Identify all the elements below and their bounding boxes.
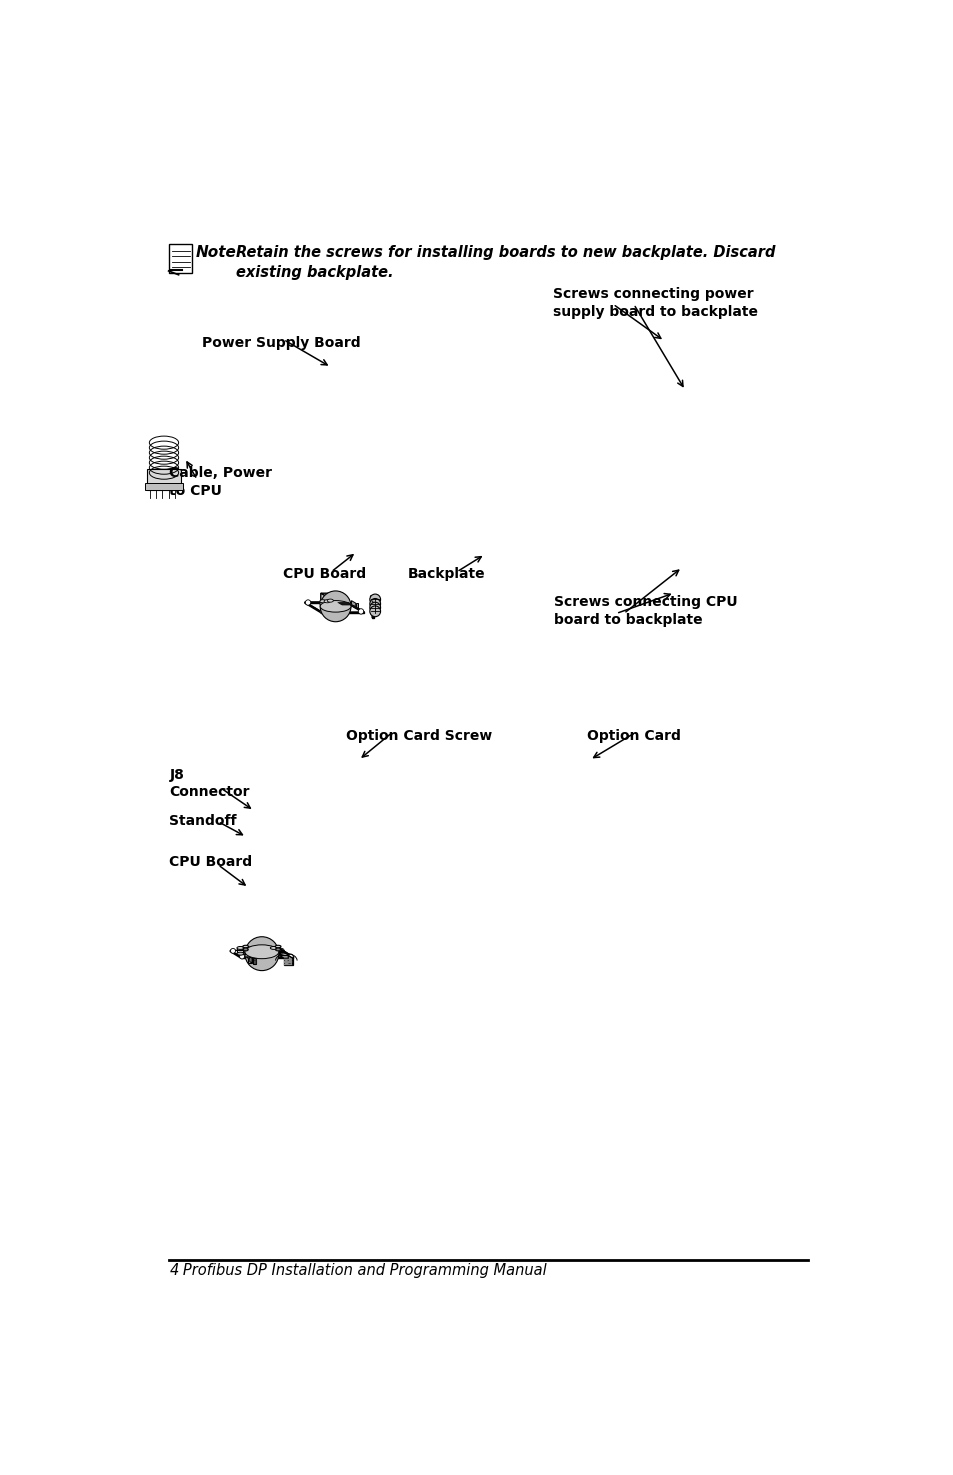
Text: Screws connecting power
supply board to backplate: Screws connecting power supply board to … [552, 288, 757, 319]
Polygon shape [337, 602, 342, 605]
Text: 4: 4 [170, 1263, 178, 1279]
Ellipse shape [327, 602, 333, 605]
Polygon shape [340, 602, 346, 605]
Circle shape [231, 948, 235, 953]
Polygon shape [336, 593, 344, 609]
Text: Profibus DP Installation and Programming Manual: Profibus DP Installation and Programming… [170, 1263, 547, 1279]
Ellipse shape [319, 600, 326, 603]
Polygon shape [351, 600, 355, 608]
Ellipse shape [324, 600, 330, 603]
Ellipse shape [274, 945, 281, 948]
Polygon shape [284, 959, 293, 965]
Polygon shape [345, 602, 350, 605]
Polygon shape [305, 602, 364, 612]
Ellipse shape [275, 948, 280, 951]
Polygon shape [247, 951, 253, 954]
Ellipse shape [243, 948, 248, 950]
Polygon shape [346, 602, 351, 605]
Circle shape [320, 591, 351, 622]
Ellipse shape [236, 953, 244, 956]
Ellipse shape [324, 602, 330, 605]
Ellipse shape [270, 947, 277, 950]
Polygon shape [372, 597, 374, 618]
Polygon shape [328, 597, 344, 609]
Ellipse shape [236, 947, 244, 950]
Polygon shape [338, 602, 343, 605]
Circle shape [370, 599, 380, 609]
Ellipse shape [320, 600, 351, 612]
Text: J8
Connector: J8 Connector [170, 767, 250, 799]
Text: Option Card: Option Card [587, 729, 680, 743]
Circle shape [358, 609, 363, 614]
Polygon shape [230, 950, 241, 959]
Ellipse shape [275, 948, 280, 950]
Ellipse shape [270, 953, 277, 956]
Polygon shape [320, 593, 344, 597]
Polygon shape [347, 602, 352, 605]
Polygon shape [230, 950, 294, 957]
Ellipse shape [243, 953, 248, 954]
Polygon shape [288, 956, 293, 965]
Polygon shape [343, 602, 348, 605]
Text: Option Card Screw: Option Card Screw [346, 729, 492, 743]
Polygon shape [253, 959, 256, 965]
Bar [170, 243, 193, 273]
Text: Power Supply Board: Power Supply Board [202, 336, 361, 351]
Circle shape [305, 600, 311, 605]
Polygon shape [244, 950, 253, 951]
Polygon shape [347, 602, 364, 614]
Ellipse shape [275, 953, 280, 954]
Text: Backplate: Backplate [408, 568, 485, 581]
Ellipse shape [319, 602, 326, 605]
Ellipse shape [243, 948, 248, 951]
Circle shape [245, 937, 278, 971]
Polygon shape [372, 597, 374, 603]
Polygon shape [339, 602, 344, 605]
Circle shape [343, 600, 349, 605]
Polygon shape [277, 947, 284, 951]
Polygon shape [250, 957, 252, 963]
Polygon shape [337, 602, 353, 605]
Circle shape [239, 954, 244, 959]
Ellipse shape [327, 599, 333, 602]
Text: CPU Board: CPU Board [283, 568, 366, 581]
Circle shape [370, 606, 380, 617]
Text: Note: Note [195, 245, 236, 260]
Polygon shape [341, 602, 347, 605]
Circle shape [370, 602, 380, 614]
Circle shape [288, 954, 293, 959]
Bar [147, 469, 181, 490]
Text: Retain the screws for installing boards to new backplate. Discard
existing backp: Retain the screws for installing boards … [235, 245, 774, 280]
Polygon shape [282, 950, 294, 959]
Text: Standoff: Standoff [170, 814, 236, 827]
Polygon shape [320, 593, 328, 609]
Polygon shape [372, 596, 374, 618]
Polygon shape [355, 603, 357, 608]
Bar [145, 482, 183, 490]
Polygon shape [279, 956, 293, 959]
Text: CPU Board: CPU Board [170, 854, 253, 869]
Circle shape [370, 594, 380, 605]
Ellipse shape [245, 945, 278, 959]
Ellipse shape [242, 945, 249, 948]
Circle shape [279, 948, 284, 953]
Polygon shape [344, 602, 349, 605]
Text: Cable, Power
to CPU: Cable, Power to CPU [170, 466, 273, 497]
Circle shape [320, 609, 325, 614]
Polygon shape [248, 959, 252, 963]
Polygon shape [239, 947, 284, 951]
Polygon shape [305, 602, 321, 614]
Text: Screws connecting CPU
board to backplate: Screws connecting CPU board to backplate [554, 594, 738, 627]
